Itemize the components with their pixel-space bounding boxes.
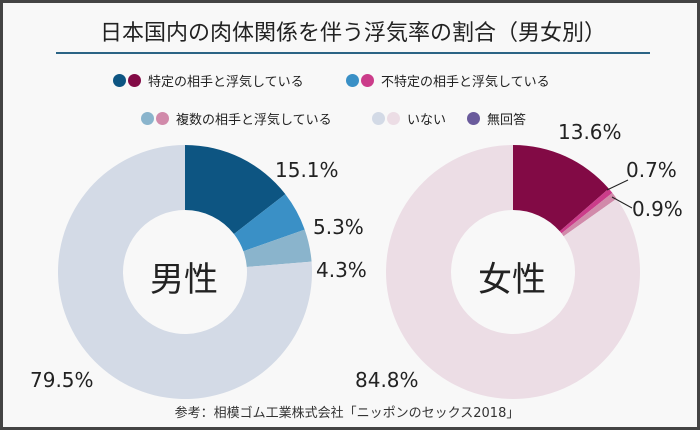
male-center-label: 男性 (150, 260, 218, 300)
legend-label: 不特定の相手と浮気している (381, 75, 550, 90)
legend-swatch-male (372, 112, 385, 125)
legend-label: いない (407, 113, 447, 128)
data-label: 84.8% (355, 368, 419, 392)
female-slice-0 (513, 145, 609, 232)
legend-swatch-female (156, 112, 169, 125)
legend-swatch-female (387, 112, 400, 125)
data-label: 0.9% (632, 197, 683, 221)
legend-swatch-male (346, 74, 359, 87)
male-slice-3 (57, 145, 312, 399)
legend-label: 複数の相手と浮気している (176, 113, 332, 128)
legend-item-no-answer: 無回答 (467, 109, 526, 128)
data-label: 15.1% (275, 158, 339, 182)
legend-swatch-male (113, 74, 126, 87)
legend-label: 無回答 (487, 113, 527, 128)
leader-line (611, 196, 633, 209)
data-label: 0.7% (626, 158, 677, 182)
male-slice-0 (185, 145, 286, 234)
data-label: 4.3% (316, 258, 367, 282)
legend-swatch (467, 112, 480, 125)
female-slice-1 (559, 188, 613, 234)
male-slice-2 (243, 229, 312, 267)
title-underline (56, 52, 650, 54)
legend-swatch-female (361, 74, 374, 87)
leader-line (606, 179, 629, 191)
chart-title: 日本国内の肉体関係を伴う浮気率の割合（男女別） (99, 21, 606, 46)
data-label: 13.6% (558, 120, 622, 144)
data-label: 5.3% (313, 215, 364, 239)
legend-swatch-female (128, 74, 141, 87)
male-slice-1 (233, 194, 305, 252)
female-slice-2 (561, 192, 617, 237)
female-center-label: 女性 (478, 260, 546, 300)
legend-item-specific: 特定の相手と浮気している (113, 71, 304, 90)
legend-item-none: いない (372, 109, 446, 128)
source-note: 参考：相模ゴム工業株式会社「ニッポンのセックス2018」 (174, 406, 520, 421)
legend-label: 特定の相手と浮気している (148, 75, 304, 90)
legend-item-multiple: 複数の相手と浮気している (141, 109, 332, 128)
legend-swatch-male (141, 112, 154, 125)
legend-item-unspecific: 不特定の相手と浮気している (346, 71, 550, 90)
female-slice-3 (386, 145, 641, 400)
data-label: 79.5% (30, 368, 94, 392)
